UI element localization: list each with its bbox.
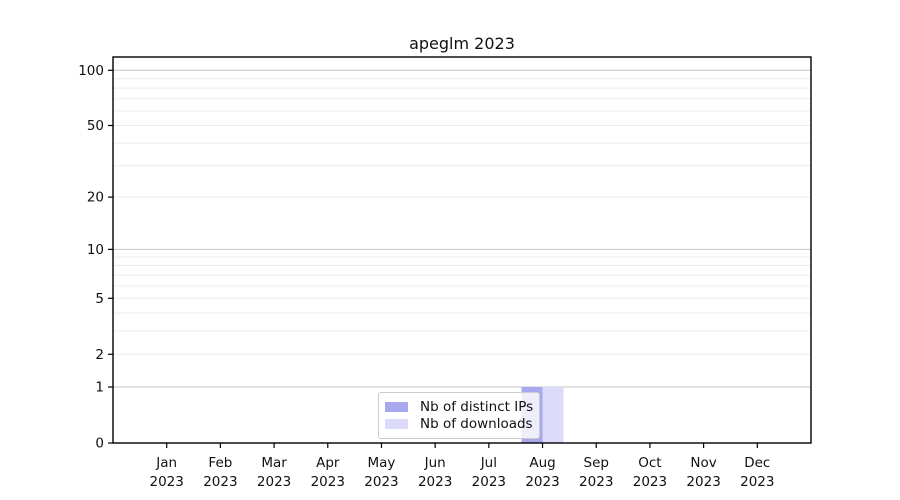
- y-tick-label: 5: [95, 291, 104, 307]
- x-tick-label-year: 2023: [579, 474, 613, 490]
- x-tick-label-year: 2023: [740, 474, 774, 490]
- x-tick-label-year: 2023: [257, 474, 291, 490]
- x-tick-label-month: May: [368, 455, 396, 471]
- x-tick-label-month: Apr: [316, 455, 340, 471]
- chart-title: apeglm 2023: [409, 34, 515, 53]
- y-tick-label: 10: [87, 242, 104, 258]
- y-tick-label: 1: [95, 380, 104, 396]
- x-tick-label-year: 2023: [472, 474, 506, 490]
- x-tick-label-year: 2023: [311, 474, 345, 490]
- x-tick-label-month: Aug: [529, 455, 555, 471]
- legend-label-downloads: Nb of downloads: [420, 415, 533, 432]
- x-tick-label-month: Feb: [208, 455, 232, 471]
- legend: Nb of distinct IPs Nb of downloads: [378, 392, 540, 439]
- x-tick-label-year: 2023: [150, 474, 184, 490]
- legend-label-distinct-ips: Nb of distinct IPs: [420, 398, 534, 415]
- x-tick-label-year: 2023: [364, 474, 398, 490]
- y-tick-label: 0: [95, 436, 104, 452]
- legend-item-distinct-ips: Nb of distinct IPs: [385, 398, 534, 415]
- x-tick-label-year: 2023: [203, 474, 237, 490]
- y-tick-label: 20: [87, 190, 104, 206]
- x-tick-label-year: 2023: [525, 474, 559, 490]
- bar-downloads: [542, 387, 564, 443]
- x-tick-label-month: Oct: [638, 455, 661, 471]
- legend-swatch-downloads: [385, 418, 408, 429]
- y-tick-label: 2: [95, 347, 104, 363]
- y-tick-label: 50: [87, 118, 104, 134]
- x-tick-label-month: Mar: [261, 455, 287, 471]
- x-tick-label-year: 2023: [418, 474, 452, 490]
- y-tick-label: 100: [78, 63, 104, 79]
- x-tick-label-month: Jul: [480, 455, 497, 471]
- x-tick-label-year: 2023: [633, 474, 667, 490]
- x-tick-label-month: Dec: [744, 455, 770, 471]
- x-tick-label-month: Jun: [424, 455, 446, 471]
- legend-swatch-distinct-ips: [385, 401, 408, 412]
- x-tick-label-month: Jan: [155, 455, 177, 471]
- x-tick-label-month: Nov: [690, 455, 716, 471]
- x-tick-label-year: 2023: [686, 474, 720, 490]
- x-tick-label-month: Sep: [584, 455, 609, 471]
- legend-item-downloads: Nb of downloads: [385, 415, 533, 432]
- axes-spines: [112, 56, 812, 444]
